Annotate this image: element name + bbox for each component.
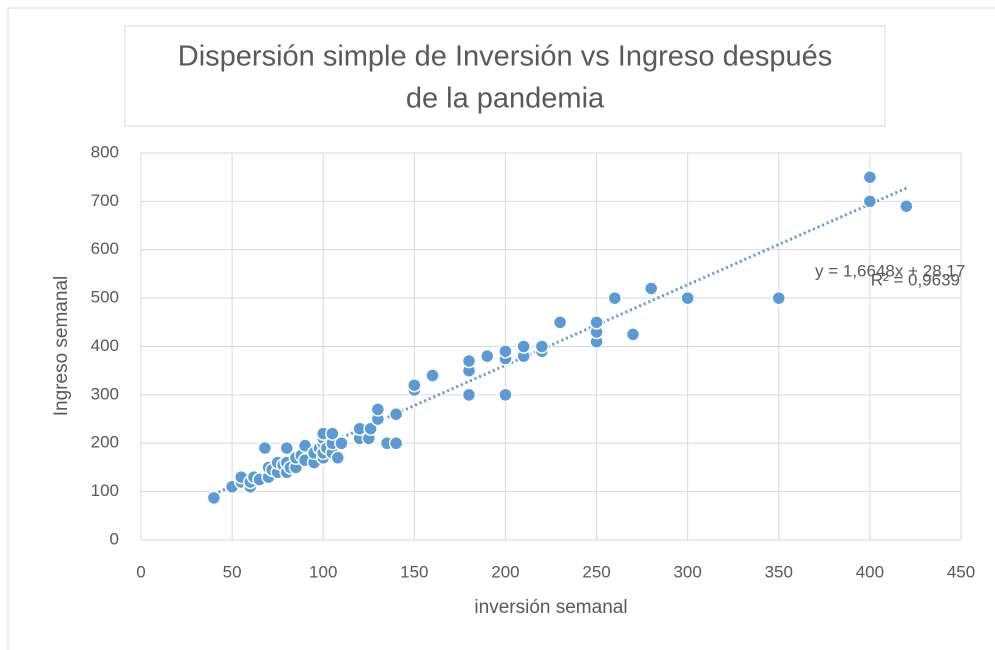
x-axis-title: inversión semanal (474, 597, 627, 618)
x-tick-label: 450 (947, 562, 975, 581)
trendline-label: y = 1,6648x + 28,17 (815, 261, 965, 280)
y-tick-label: 0 (110, 529, 119, 548)
y-tick-label: 600 (91, 239, 119, 258)
scatter-point (461, 353, 477, 369)
scatter-point (425, 368, 440, 383)
scatter-point (388, 436, 404, 451)
y-tick-label: 200 (91, 433, 119, 452)
y-tick-label: 800 (91, 142, 119, 161)
scatter-point (552, 315, 568, 330)
y-tick-label: 500 (91, 288, 119, 307)
x-tick-label: 50 (223, 562, 242, 581)
x-tick-label: 400 (856, 562, 884, 581)
scatter-point (257, 440, 273, 456)
scatter-point (607, 290, 623, 306)
scatter-point (325, 426, 340, 441)
y-axis-title: Ingreso semanal (51, 276, 72, 416)
scatter-point (643, 281, 659, 296)
scatter-point (206, 490, 222, 506)
scatter-point (589, 315, 604, 330)
scatter-point (862, 169, 878, 185)
scatter-point (534, 339, 550, 354)
x-tick-label: 250 (582, 562, 610, 581)
scatter-point (862, 194, 878, 209)
scatter-point (330, 450, 346, 466)
scatter-point (279, 440, 295, 456)
x-tick-label: 150 (400, 562, 428, 581)
x-tick-label: 200 (491, 562, 519, 581)
scatter-point (388, 406, 404, 422)
scatter-point (363, 421, 378, 436)
scatter-point (461, 387, 477, 403)
scatter-point (370, 402, 386, 417)
x-tick-label: 350 (765, 562, 793, 581)
y-tick-label: 300 (91, 384, 119, 403)
trendline-label: R² = 0,9639 (871, 270, 960, 289)
chart-title: Dispersión simple de Inversión vs Ingres… (178, 41, 832, 73)
y-tick-label: 700 (91, 191, 119, 210)
scatter-point (625, 327, 641, 342)
scatter-point (498, 387, 513, 403)
chart-title: de la pandemia (406, 83, 605, 115)
x-tick-label: 300 (673, 562, 701, 581)
title-box (124, 25, 886, 127)
x-tick-label: 100 (309, 562, 337, 581)
y-tick-label: 100 (91, 481, 119, 500)
x-tick-label: 0 (136, 562, 145, 581)
scatter-point (680, 290, 695, 306)
scatter-point (516, 339, 531, 354)
scatter-point (771, 290, 787, 306)
y-tick-label: 400 (91, 336, 119, 355)
scatter-point (498, 344, 513, 359)
scatter-point (407, 377, 422, 393)
scatter-point (899, 198, 914, 214)
scatter-point (334, 436, 349, 451)
scatter-point (479, 348, 495, 364)
